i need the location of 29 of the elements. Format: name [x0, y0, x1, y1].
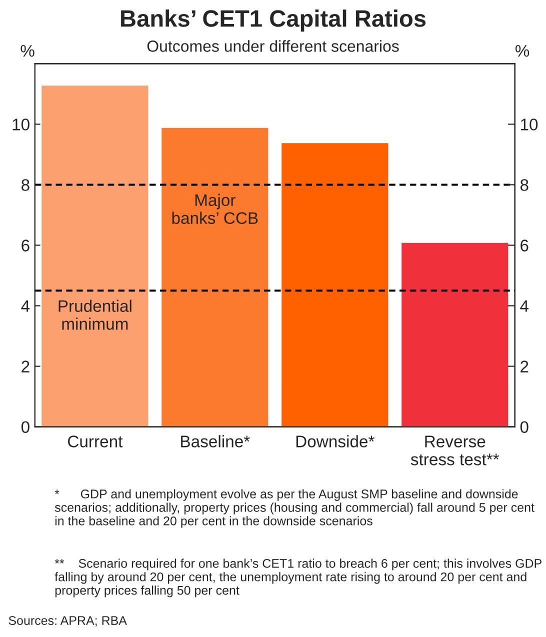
y2-tick-label: 10: [521, 118, 538, 130]
y2-tick-label: 4: [520, 300, 529, 312]
ref-line-label: Prudential minimum: [58, 300, 132, 330]
y-tick-label: 2: [22, 360, 30, 372]
text: * GDP and unemployment evolve as per the August SMP baseline and downside scenarios; additionally, property prices (housing and commercial) fall around 5 per cent in the baseline and 20 per cent in the downside scenarios: [54, 489, 534, 528]
y2-tick-label: 0: [520, 421, 528, 433]
text: ** Scenario required for one bank’s CET1 ratio to breach 6 per cent; this involves GDP falling by around 20 per cent, the unemployment rate rising to around 20 per cent and property prices falling 50 per cent: [54, 558, 542, 598]
y-tick-label: 8: [22, 179, 30, 191]
y-axis-title: %: [20, 45, 34, 57]
y-tick-label: 6: [22, 240, 30, 252]
x-tick-label: Reverse stress test**: [410, 436, 500, 466]
chart-title: Banks’ CET1 Capital Ratios: [121, 10, 426, 32]
y-tick-label: 10: [12, 118, 30, 130]
x-tick-label: Current: [68, 436, 123, 448]
y-tick-label: 4: [21, 300, 30, 312]
y2-tick-label: 2: [520, 360, 528, 372]
ref-line-label: Major banks’ CCB: [172, 194, 258, 224]
bar: [40, 84, 150, 427]
y2-tick-label: 8: [520, 179, 528, 191]
x-tick-label: Baseline*: [181, 435, 250, 448]
y2-axis-title: %: [515, 45, 530, 57]
y2-tick-label: 6: [520, 240, 528, 252]
y-tick-label: 0: [21, 421, 30, 433]
x-tick-label: Downside*: [296, 435, 374, 448]
chart-subtitle: Outcomes under different scenarios: [147, 40, 399, 52]
bar: [280, 142, 390, 427]
source-note: Sources: APRA; RBA: [8, 616, 127, 626]
bar: [160, 126, 270, 427]
bar: [400, 242, 510, 427]
